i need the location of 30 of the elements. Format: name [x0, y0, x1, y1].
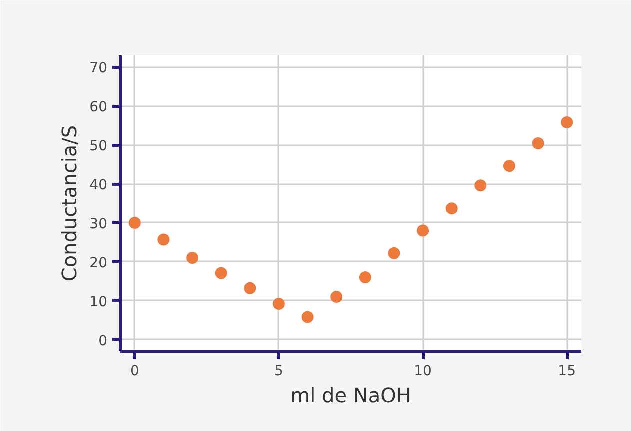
x-tick-label: 10: [414, 364, 432, 380]
y-tick-label: 50: [90, 138, 108, 155]
point: [302, 311, 314, 324]
point: [128, 216, 141, 229]
point: [330, 290, 343, 303]
x-axis-title: ml de NaOH: [290, 384, 412, 408]
y-tick-label: 70: [90, 60, 108, 77]
x-tick-label: 0: [130, 364, 140, 380]
point: [417, 224, 430, 237]
point: [186, 252, 199, 264]
x-tick-label: 15: [558, 364, 576, 380]
y-tick-label: 10: [90, 294, 108, 310]
point: [503, 160, 516, 172]
y-tick-label: 30: [90, 216, 108, 232]
point: [446, 202, 458, 215]
y-tick-label: 60: [90, 100, 108, 116]
point: [158, 234, 170, 246]
point: [388, 247, 400, 260]
x-tick-label: 5: [274, 364, 284, 380]
y-tick-label: 20: [90, 255, 108, 272]
point: [474, 180, 487, 192]
point: [359, 272, 372, 284]
point: [561, 116, 574, 128]
point: [244, 282, 256, 294]
point: [215, 267, 228, 280]
y-tick-label: 40: [90, 178, 108, 194]
point: [532, 138, 544, 150]
y-axis-title: Conductancia/S: [58, 125, 82, 282]
y-tick-label: 0: [98, 333, 108, 350]
point: [272, 298, 285, 310]
